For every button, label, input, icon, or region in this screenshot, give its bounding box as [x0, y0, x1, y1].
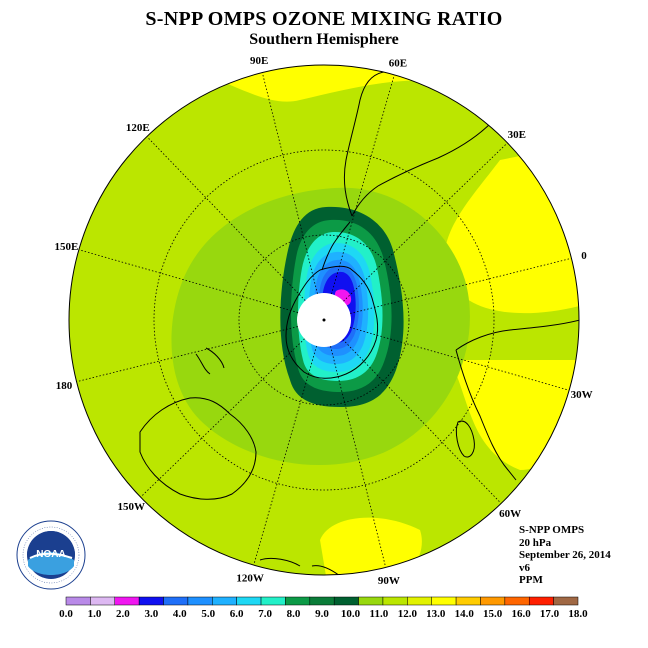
map-border [68, 64, 580, 576]
coast-australia [139, 397, 257, 500]
color-scale-swatch [309, 596, 335, 606]
svg-text:NOAA: NOAA [36, 549, 65, 560]
color-scale-label: 7.0 [258, 608, 272, 620]
color-scale-swatch [90, 596, 116, 606]
coast-antarctica [285, 265, 379, 379]
coast-africa [455, 319, 579, 481]
coast-antarctic-peninsula [321, 221, 351, 271]
color-scale-label: 1.0 [88, 608, 102, 620]
color-scale-label: 17.0 [540, 608, 560, 620]
color-scale-label: 8.0 [287, 608, 301, 620]
map-subtitle: Southern Hemisphere [249, 31, 399, 48]
color-scale-swatch [382, 596, 408, 606]
meridian-line [78, 249, 299, 313]
south-pole-marker [322, 318, 326, 322]
meridian-line [342, 339, 502, 504]
longitude-label: 150W [117, 501, 145, 513]
meridian-line [140, 338, 305, 498]
latitude-circle-inner [238, 234, 410, 406]
color-scale-label: 15.0 [483, 608, 503, 620]
color-scale-label: 11.0 [370, 608, 389, 620]
coastlines [139, 69, 579, 575]
meridian-line [253, 345, 317, 566]
longitude-label: 150E [54, 241, 78, 253]
color-scale-swatch [114, 596, 140, 606]
longitude-label: 120W [236, 573, 264, 585]
color-scale-swatch [358, 596, 384, 606]
longitude-label: 90W [378, 575, 400, 587]
color-scale-swatch [236, 596, 262, 606]
ozone-field [69, 65, 579, 575]
color-scale-label: 13.0 [426, 608, 446, 620]
color-scale-label: 12.0 [398, 608, 418, 620]
color-scale: 0.0 1.0 2.0 3.0 4.0 5.0 6.0 7.0 8.0 9.0 10.0 11.0 12… [59, 596, 588, 620]
info-instrument: S-NPP OMPS [519, 524, 585, 536]
meridian-line [261, 72, 318, 294]
color-scale-swatch [528, 596, 554, 606]
color-scale-swatch [163, 596, 189, 606]
coast-madagascar [455, 420, 475, 458]
graticule [76, 72, 572, 568]
meridian-line [146, 136, 306, 301]
color-scale-label: 3.0 [144, 608, 158, 620]
color-scale-swatch [260, 596, 286, 606]
longitude-label: 0 [581, 250, 587, 262]
info-level: 20 hPa [519, 536, 552, 549]
color-scale-label: 18.0 [568, 608, 588, 620]
meridian-line [331, 74, 395, 295]
meridian-lines [76, 72, 572, 568]
color-scale-label: 6.0 [230, 608, 244, 620]
color-scale-swatch [212, 596, 237, 606]
color-scale-swatch [407, 596, 432, 606]
longitude-label: 60W [499, 508, 521, 520]
longitude-label: 60E [389, 57, 407, 69]
longitude-label: 120E [126, 122, 150, 134]
color-scale-swatch [285, 596, 311, 606]
latitude-circle-middle [153, 149, 495, 491]
color-scale-label: 2.0 [116, 608, 130, 620]
meridian-line [76, 326, 298, 383]
field-region-yellow-south [320, 517, 422, 575]
color-scale-swatch [431, 596, 457, 606]
color-scale-label: 5.0 [201, 608, 215, 620]
longitude-label: 90E [250, 55, 268, 67]
color-scale-label: 4.0 [173, 608, 187, 620]
longitude-labels: 0 30W 60W 90W 120W 150W 180 150E 120E 90E 60E 30E [54, 55, 592, 587]
color-scale-labels: 0.0 1.0 2.0 3.0 4.0 5.0 6.0 7.0 8.0 9.0 10.0 11.0 12… [59, 608, 588, 620]
meridian-line [350, 257, 572, 314]
color-scale-label: 16.0 [511, 608, 531, 620]
longitude-label: 30W [571, 389, 593, 401]
meridian-line [330, 346, 387, 568]
color-scale-label: 14.0 [455, 608, 475, 620]
longitude-label: 180 [56, 380, 73, 392]
color-scale-swatch [65, 596, 91, 606]
color-scale-swatch [333, 596, 359, 606]
color-scale-swatch [138, 596, 164, 606]
color-scale-boxes [65, 596, 579, 606]
map-title: S-NPP OMPS OZONE MIXING RATIO [145, 8, 503, 30]
color-scale-swatch [187, 596, 213, 606]
meridian-line [349, 327, 570, 391]
coast-new-zealand [195, 347, 225, 375]
noaa-logo: NOAA [16, 520, 86, 590]
coast-south-america [343, 69, 501, 217]
info-panel: S-NPP OMPS 20 hPa September 26, 2014 v6 … [519, 524, 611, 587]
color-scale-swatch [504, 596, 530, 606]
color-scale-label: 0.0 [59, 608, 73, 620]
meridian-line [343, 142, 508, 302]
color-scale-swatch [480, 596, 506, 606]
color-scale-label: 9.0 [315, 608, 329, 620]
longitude-label: 30E [508, 129, 526, 141]
color-scale-swatch [553, 596, 579, 606]
info-date: September 26, 2014 [519, 549, 611, 561]
info-version: v6 [519, 561, 530, 574]
info-units: PPM [519, 574, 543, 586]
color-scale-swatch [455, 596, 481, 606]
color-scale-label: 10.0 [341, 608, 361, 620]
